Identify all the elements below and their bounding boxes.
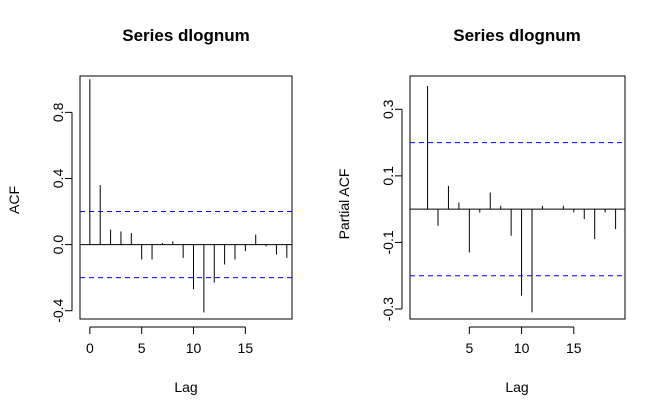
pacf-panel: Series dlognum Lag Partial ACF 5 10 15 -0.3… (336, 26, 626, 395)
pacf-y-tick-label: -0.1 (380, 230, 396, 254)
acf-panel: Series dlognum Lag ACF 0 5 10 15 -0.4 0.0 0.4 0… (6, 26, 293, 395)
pacf-x-tick-label: 5 (465, 340, 473, 356)
acf-y-tick-label: 0.4 (50, 169, 66, 189)
acf-x-tick-label: 15 (238, 340, 254, 356)
pacf-y-tick-label: 0.3 (380, 99, 396, 119)
pacf-y-axis-label: Partial ACF (336, 169, 352, 240)
acf-title: Series dlognum (122, 26, 250, 45)
acf-x-tick-label: 0 (86, 340, 94, 356)
pacf-x-tick-label: 15 (566, 340, 582, 356)
acf-x-axis-label: Lag (174, 379, 197, 395)
acf-y-tick-label: 0.0 (50, 235, 66, 255)
pacf-y-tick-label: 0.1 (380, 166, 396, 186)
acf-y-tick-label: 0.8 (50, 102, 66, 122)
acf-x-tick-label: 10 (186, 340, 202, 356)
acf-y-axis-label: ACF (6, 186, 22, 214)
acf-plot-frame (79, 75, 293, 320)
acf-x-tick-label: 5 (138, 340, 146, 356)
pacf-x-axis-label: Lag (505, 379, 528, 395)
pacf-x-tick-label: 10 (514, 340, 530, 356)
pacf-plot-frame (409, 75, 626, 320)
pacf-y-tick-label: -0.3 (380, 297, 396, 321)
acf-y-tick-label: -0.4 (50, 298, 66, 322)
pacf-title: Series dlognum (453, 26, 581, 45)
